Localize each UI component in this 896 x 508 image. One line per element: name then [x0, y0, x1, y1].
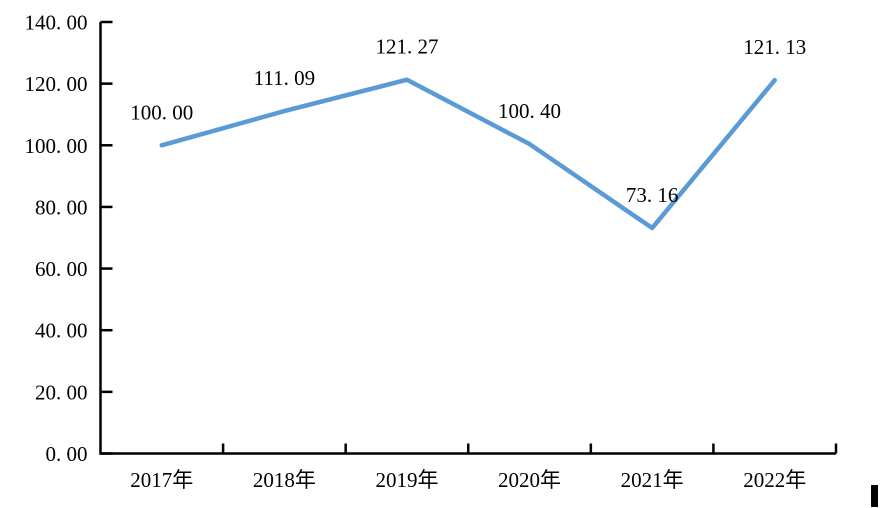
data-label: 100. 40	[498, 99, 561, 123]
y-tick-label: 80. 00	[35, 195, 88, 219]
y-tick-label: 40. 00	[35, 319, 88, 343]
y-tick-label: 120. 00	[25, 72, 88, 96]
data-label: 121. 13	[743, 35, 806, 59]
y-tick-label: 100. 00	[25, 134, 88, 158]
y-tick-label: 20. 00	[35, 380, 88, 404]
axes-line	[99, 22, 836, 455]
x-axis-label: 2019年	[375, 468, 438, 492]
x-axis-label: 2017年	[130, 468, 193, 492]
x-axis-label: 2021年	[621, 468, 684, 492]
series-line	[159, 77, 777, 231]
x-axis-label: 2020年	[498, 468, 561, 492]
x-axis-label: 2018年	[253, 468, 316, 492]
y-tick-label: 60. 00	[35, 257, 88, 281]
data-label: 73. 16	[626, 183, 679, 207]
x-axis-label: 2022年	[743, 468, 806, 492]
text-cursor	[871, 485, 878, 507]
y-tick-label: 0. 00	[46, 442, 88, 466]
data-label: 111. 09	[254, 66, 315, 90]
data-label: 121. 27	[375, 35, 438, 59]
y-tick-label: 140. 00	[25, 11, 88, 35]
data-label: 100. 00	[130, 100, 193, 124]
